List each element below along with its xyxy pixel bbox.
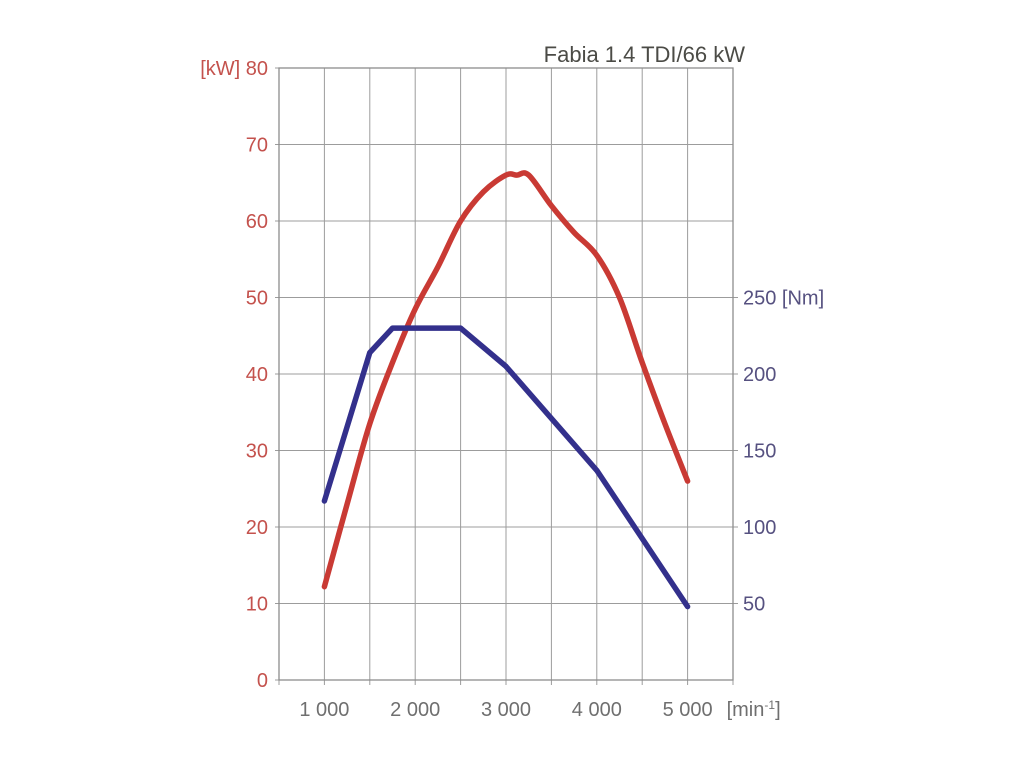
x-axis-tick-label: 3 000 [481,699,531,721]
torque-curve [321,325,691,610]
x-axis-labels: 1 000 2 000 3 000 4 000 5 000 [min-1] [299,698,780,721]
power-curve [321,170,691,590]
x-axis-tick-label: 4 000 [572,699,622,721]
left-axis-labels: 0 10 20 30 40 50 60 70 [kW] 80 [200,58,268,692]
left-axis-tick-label: [kW] 80 [200,58,268,80]
x-axis-tick-label: 1 000 [299,699,349,721]
right-axis-tick-label: 150 [743,441,776,463]
x-axis-unit-label: [min-1] [727,698,781,721]
plot-border [278,67,734,681]
left-axis-tick-label: 10 [246,594,268,616]
left-axis-tick-label: 60 [246,211,268,233]
left-axis-tick-label: 50 [246,288,268,310]
right-axis-tick-label: 250 [Nm] [743,288,824,310]
x-axis-tick-label: 5 000 [663,699,713,721]
right-axis-tick-label: 50 [743,594,765,616]
chart-title: Fabia 1.4 TDI/66 kW [544,42,746,67]
left-axis-tick-label: 70 [246,135,268,157]
right-axis-tick-label: 100 [743,517,776,539]
x-axis-tick-label: 2 000 [390,699,440,721]
right-axis-labels: 50 100 150 200 250 [Nm] [743,288,824,616]
left-axis-tick-label: 20 [246,517,268,539]
left-axis-tick-label: 40 [246,364,268,386]
left-axis-tick-label: 0 [257,670,268,692]
right-axis-tick-label: 200 [743,364,776,386]
left-axis-tick-label: 30 [246,441,268,463]
gridlines [275,67,738,685]
